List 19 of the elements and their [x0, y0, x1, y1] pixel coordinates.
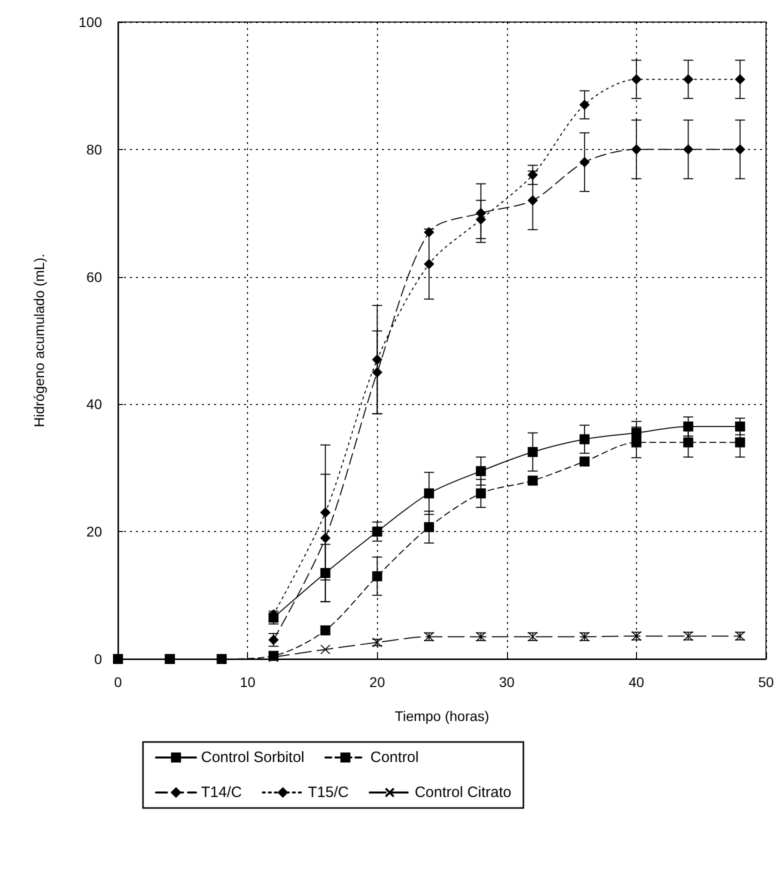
y-axis-title: Hidrógeno acumulado (mL). — [31, 254, 47, 428]
x-tick-label: 40 — [628, 674, 644, 690]
y-tick-label: 20 — [86, 524, 102, 540]
x-tick-label: 10 — [240, 674, 256, 690]
x-tick-label: 30 — [499, 674, 515, 690]
y-tick-label: 0 — [94, 651, 102, 667]
x-tick-label: 20 — [369, 674, 386, 690]
legend-label: Control Sorbitol — [201, 749, 304, 766]
legend-label: T15/C — [308, 784, 349, 801]
y-tick-label: 100 — [78, 14, 102, 30]
y-tick-label: 80 — [86, 141, 102, 158]
y-tick-label: 60 — [86, 268, 102, 285]
x-tick-label: 0 — [114, 674, 122, 690]
legend-label: T14/C — [201, 784, 242, 801]
x-axis-title: Tiempo (horas) — [394, 708, 490, 724]
legend-label: Control Citrato — [414, 784, 512, 801]
y-tick-label: 40 — [86, 396, 102, 412]
legend-label: Control — [370, 749, 419, 766]
x-tick-label: 50 — [758, 674, 774, 690]
